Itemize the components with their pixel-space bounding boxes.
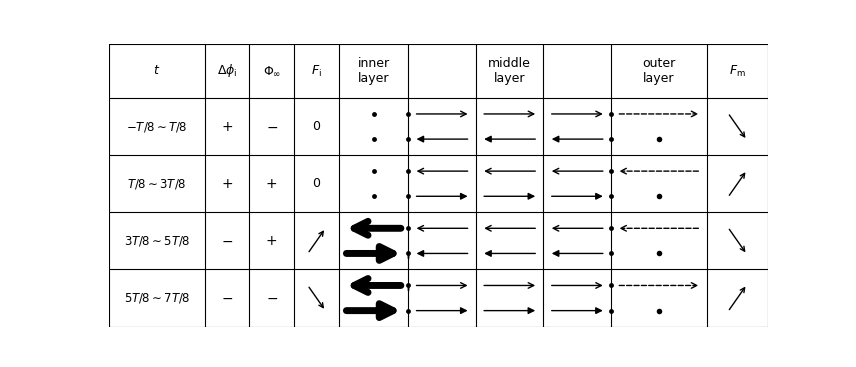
Text: $3T/8\sim 5T/8$: $3T/8\sim 5T/8$ xyxy=(123,234,190,248)
Text: $-T/8\sim T/8$: $-T/8\sim T/8$ xyxy=(126,120,187,134)
Text: $F_\mathrm{m}$: $F_\mathrm{m}$ xyxy=(729,63,746,79)
Text: $t$: $t$ xyxy=(153,65,161,77)
Text: $-$: $-$ xyxy=(221,291,233,305)
Text: +: + xyxy=(266,177,277,191)
Text: $F_\mathrm{i}$: $F_\mathrm{i}$ xyxy=(311,63,322,79)
Text: +: + xyxy=(221,177,233,191)
Text: inner
layer: inner layer xyxy=(358,57,389,85)
Text: outer
layer: outer layer xyxy=(642,57,675,85)
Text: $-$: $-$ xyxy=(221,234,233,248)
Text: $\Phi_\infty$: $\Phi_\infty$ xyxy=(263,65,281,77)
Text: +: + xyxy=(266,234,277,248)
Text: $-$: $-$ xyxy=(265,291,278,305)
Text: $\Delta\phi_\mathrm{i}$: $\Delta\phi_\mathrm{i}$ xyxy=(217,62,237,80)
Text: +: + xyxy=(221,120,233,134)
Text: 0: 0 xyxy=(312,120,321,133)
Text: $T/8\sim 3T/8$: $T/8\sim 3T/8$ xyxy=(128,177,187,191)
Text: $5T/8\sim 7T/8$: $5T/8\sim 7T/8$ xyxy=(123,291,190,305)
Text: $-$: $-$ xyxy=(265,120,278,134)
Text: middle
layer: middle layer xyxy=(488,57,531,85)
Text: 0: 0 xyxy=(312,177,321,190)
